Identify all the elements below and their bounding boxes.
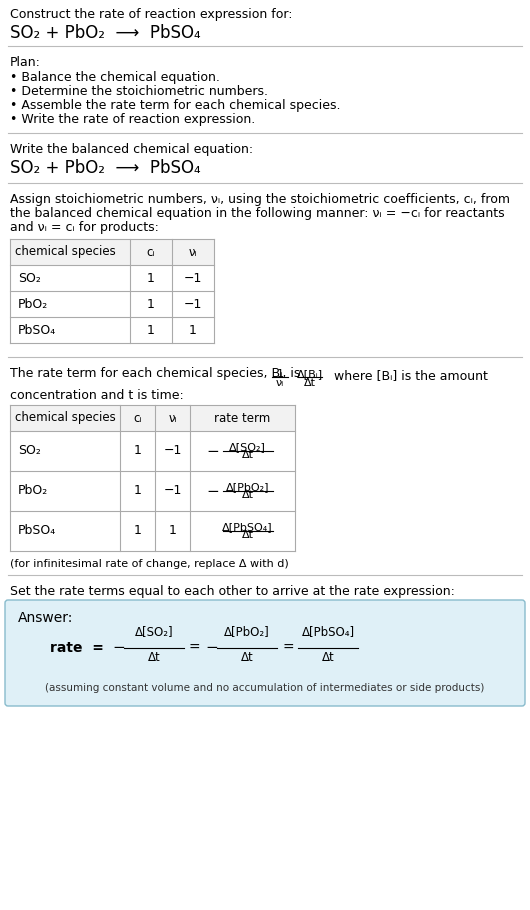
Text: νᵢ: νᵢ: [168, 411, 177, 424]
Text: Δ[PbSO₄]: Δ[PbSO₄]: [302, 625, 355, 638]
Text: (for infinitesimal rate of change, replace Δ with d): (for infinitesimal rate of change, repla…: [10, 559, 289, 569]
Text: 1: 1: [277, 369, 284, 379]
Text: the balanced chemical equation in the following manner: νᵢ = −cᵢ for reactants: the balanced chemical equation in the fo…: [10, 207, 505, 220]
Text: SO₂: SO₂: [18, 271, 41, 285]
Text: • Assemble the rate term for each chemical species.: • Assemble the rate term for each chemic…: [10, 99, 340, 112]
Text: −: −: [206, 443, 219, 459]
Bar: [10, 239, 214, 265]
Text: 1: 1: [134, 444, 142, 458]
Text: Δ[PbSO₄]: Δ[PbSO₄]: [222, 522, 273, 532]
Text: PbO₂: PbO₂: [18, 298, 48, 310]
Text: rate term: rate term: [214, 411, 271, 424]
Text: 1: 1: [147, 271, 155, 285]
Text: cᵢ: cᵢ: [133, 411, 142, 424]
Text: PbO₂: PbO₂: [18, 484, 48, 498]
Text: Δ[PbO₂]: Δ[PbO₂]: [224, 625, 270, 638]
Text: 1: 1: [169, 524, 176, 538]
Text: 1: 1: [134, 524, 142, 538]
Text: SO₂: SO₂: [18, 444, 41, 458]
Text: (assuming constant volume and no accumulation of intermediates or side products): (assuming constant volume and no accumul…: [45, 683, 485, 693]
Text: Δt: Δt: [148, 651, 161, 664]
Text: chemical species: chemical species: [15, 246, 116, 258]
Text: Δ[SO₂]: Δ[SO₂]: [135, 625, 173, 638]
Text: SO₂ + PbO₂  ⟶  PbSO₄: SO₂ + PbO₂ ⟶ PbSO₄: [10, 159, 201, 177]
Text: 1: 1: [134, 484, 142, 498]
Text: The rate term for each chemical species, Bᵢ, is: The rate term for each chemical species,…: [10, 367, 304, 380]
Text: Answer:: Answer:: [18, 611, 73, 625]
Text: −: −: [206, 483, 219, 499]
Text: Assign stoichiometric numbers, νᵢ, using the stoichiometric coefficients, cᵢ, fr: Assign stoichiometric numbers, νᵢ, using…: [10, 193, 510, 206]
Text: concentration and t is time:: concentration and t is time:: [10, 389, 184, 402]
Text: −: −: [205, 641, 218, 655]
Text: =: =: [189, 641, 201, 655]
Text: Δt: Δt: [304, 378, 316, 388]
Text: SO₂ + PbO₂  ⟶  PbSO₄: SO₂ + PbO₂ ⟶ PbSO₄: [10, 24, 201, 42]
Text: −1: −1: [163, 484, 182, 498]
Text: Δt: Δt: [242, 530, 253, 540]
Text: and νᵢ = cᵢ for products:: and νᵢ = cᵢ for products:: [10, 221, 159, 234]
Text: 1: 1: [147, 298, 155, 310]
Text: where [Bᵢ] is the amount: where [Bᵢ] is the amount: [330, 369, 488, 382]
Text: rate  =: rate =: [50, 641, 104, 655]
Text: Plan:: Plan:: [10, 56, 41, 69]
Text: cᵢ: cᵢ: [147, 246, 155, 258]
Bar: [10, 405, 295, 431]
Text: Δ[Bᵢ]: Δ[Bᵢ]: [297, 369, 323, 379]
Text: Construct the rate of reaction expression for:: Construct the rate of reaction expressio…: [10, 8, 293, 21]
Text: −1: −1: [184, 298, 202, 310]
Text: chemical species: chemical species: [15, 411, 116, 424]
Text: =: =: [282, 641, 294, 655]
Text: Δt: Δt: [242, 450, 253, 460]
Text: Δ[PbO₂]: Δ[PbO₂]: [226, 482, 269, 492]
Text: PbSO₄: PbSO₄: [18, 323, 56, 337]
Text: −: −: [112, 641, 125, 655]
Text: νᵢ: νᵢ: [189, 246, 197, 258]
FancyBboxPatch shape: [5, 600, 525, 706]
Text: 1: 1: [189, 323, 197, 337]
Text: Δt: Δt: [242, 490, 253, 500]
Text: Δt: Δt: [241, 651, 253, 664]
Text: • Determine the stoichiometric numbers.: • Determine the stoichiometric numbers.: [10, 85, 268, 98]
Text: • Write the rate of reaction expression.: • Write the rate of reaction expression.: [10, 113, 255, 126]
Text: Δt: Δt: [322, 651, 334, 664]
Text: • Balance the chemical equation.: • Balance the chemical equation.: [10, 71, 220, 84]
Text: −1: −1: [184, 271, 202, 285]
Text: 1: 1: [147, 323, 155, 337]
Text: Δ[SO₂]: Δ[SO₂]: [229, 442, 266, 452]
Text: Write the balanced chemical equation:: Write the balanced chemical equation:: [10, 143, 253, 156]
Text: −1: −1: [163, 444, 182, 458]
Text: Set the rate terms equal to each other to arrive at the rate expression:: Set the rate terms equal to each other t…: [10, 585, 455, 598]
Text: νᵢ: νᵢ: [276, 378, 284, 388]
Text: PbSO₄: PbSO₄: [18, 524, 56, 538]
